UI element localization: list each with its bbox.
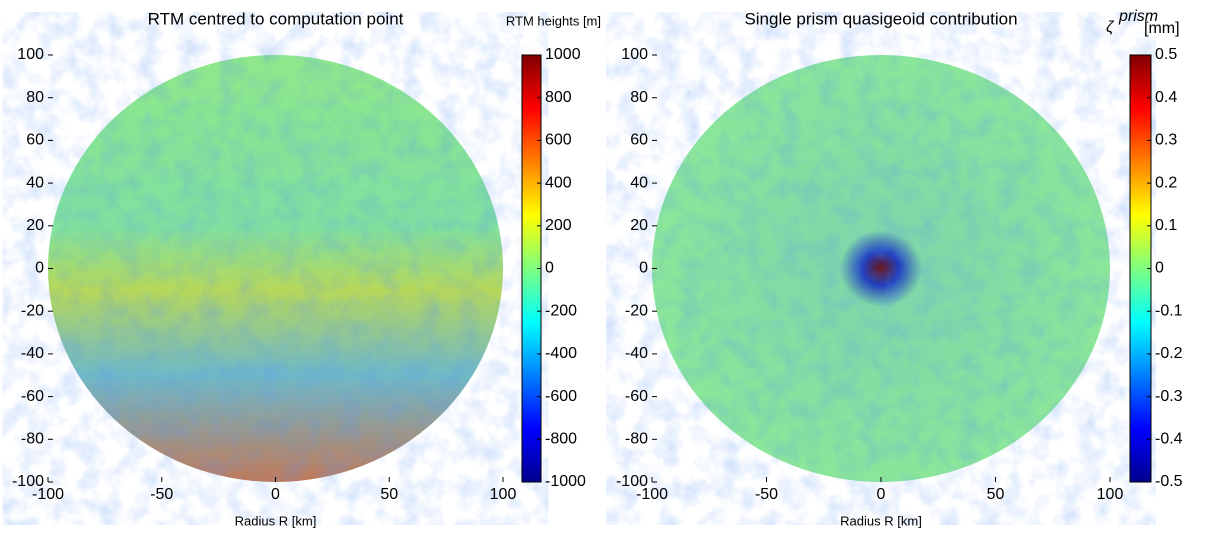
y-tick-label: 80 xyxy=(26,89,44,106)
x-tick-label: -100 xyxy=(636,486,668,503)
y-tick-label: -40 xyxy=(21,345,44,362)
colorbar-tick-label: 800 xyxy=(545,89,572,106)
y-tick-label: 60 xyxy=(26,132,44,149)
colorbar-tick-label: 0.3 xyxy=(1155,132,1177,149)
colorbar-tick-label: -0.2 xyxy=(1155,345,1183,362)
x-tick-label: -50 xyxy=(755,486,778,503)
y-tick-label: -60 xyxy=(21,388,44,405)
colorbar-tick-label: -1000 xyxy=(545,473,586,490)
colorbar-tick-label: 0 xyxy=(545,260,554,277)
x-tick-label: 100 xyxy=(490,486,517,503)
x-tick-label: 100 xyxy=(1097,486,1124,503)
y-tick-label: -100 xyxy=(12,473,44,490)
y-tick-label: 0 xyxy=(639,260,648,277)
colorbar-label-unit: [mm] xyxy=(1144,20,1180,37)
colorbar-tick-label: 0.1 xyxy=(1155,217,1177,234)
y-tick-label: -40 xyxy=(625,345,648,362)
colorbar-tick-label: 600 xyxy=(545,132,572,149)
x-tick-label: -100 xyxy=(32,486,64,503)
y-tick-label: 80 xyxy=(630,89,648,106)
x-tick-label: 50 xyxy=(987,486,1005,503)
x-tick-label: 50 xyxy=(380,486,398,503)
colorbar-tick-label: -0.5 xyxy=(1155,473,1183,490)
colorbar-tick-label: 1000 xyxy=(545,46,581,63)
colorbar-tick-label: 0.4 xyxy=(1155,89,1177,106)
x-tick-label: -50 xyxy=(150,486,173,503)
y-tick-label: 20 xyxy=(630,217,648,234)
chart-title: RTM centred to computation point xyxy=(148,9,404,28)
y-tick-label: 100 xyxy=(621,46,648,63)
heatmap-texture xyxy=(48,55,503,482)
x-axis-label: Radius R [km] xyxy=(235,513,317,528)
y-tick-label: 60 xyxy=(630,132,648,149)
colorbar-tick-label: 0 xyxy=(1155,260,1164,277)
colorbar-tick-label: -800 xyxy=(545,431,577,448)
y-tick-label: 20 xyxy=(26,217,44,234)
colorbar-tick-label: 400 xyxy=(545,174,572,191)
y-tick-label: -80 xyxy=(625,431,648,448)
y-tick-label: 100 xyxy=(17,46,44,63)
x-tick-label: 0 xyxy=(877,486,886,503)
y-tick-label: 40 xyxy=(630,174,648,191)
y-tick-label: -20 xyxy=(21,302,44,319)
colorbar-label: ζ xyxy=(1106,19,1115,36)
colorbar-label: RTM heights [m] xyxy=(506,13,601,28)
colorbar-tick-label: -0.4 xyxy=(1155,431,1183,448)
colorbar-tick-label: 0.2 xyxy=(1155,174,1177,191)
y-tick-label: -80 xyxy=(21,431,44,448)
colorbar-tick-label: -0.1 xyxy=(1155,302,1183,319)
colorbar-tick-label: -0.3 xyxy=(1155,388,1183,405)
y-tick-label: -100 xyxy=(616,473,648,490)
colorbar-tick-label: 200 xyxy=(545,217,572,234)
y-tick-label: -60 xyxy=(625,388,648,405)
y-tick-label: -20 xyxy=(625,302,648,319)
colorbar-tick-label: 0.5 xyxy=(1155,46,1177,63)
colorbar-tick-label: -600 xyxy=(545,388,577,405)
y-tick-label: 40 xyxy=(26,174,44,191)
y-tick-label: 0 xyxy=(35,260,44,277)
x-tick-label: 0 xyxy=(271,486,280,503)
heatmap-texture xyxy=(652,55,1110,482)
colorbar-label-sup: prism xyxy=(1118,8,1158,25)
x-axis-label: Radius R [km] xyxy=(840,513,922,528)
chart-title: Single prism quasigeoid contribution xyxy=(744,9,1017,28)
colorbar-tick-label: -400 xyxy=(545,345,577,362)
colorbar-tick-label: -200 xyxy=(545,302,577,319)
